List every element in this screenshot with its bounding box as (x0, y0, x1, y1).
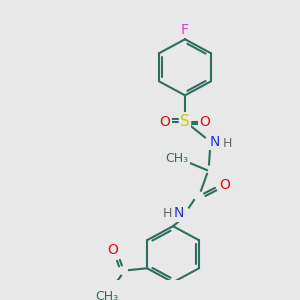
Text: O: O (200, 115, 210, 128)
Text: O: O (220, 178, 230, 192)
Text: H: H (222, 137, 232, 150)
Text: CH₃: CH₃ (95, 290, 119, 300)
Text: O: O (160, 115, 170, 128)
Text: CH₃: CH₃ (165, 152, 189, 165)
Text: O: O (108, 243, 118, 256)
Text: S: S (180, 114, 190, 129)
Text: N: N (210, 135, 220, 149)
Text: F: F (181, 23, 189, 37)
Text: N: N (174, 206, 184, 220)
Text: H: H (162, 207, 172, 220)
